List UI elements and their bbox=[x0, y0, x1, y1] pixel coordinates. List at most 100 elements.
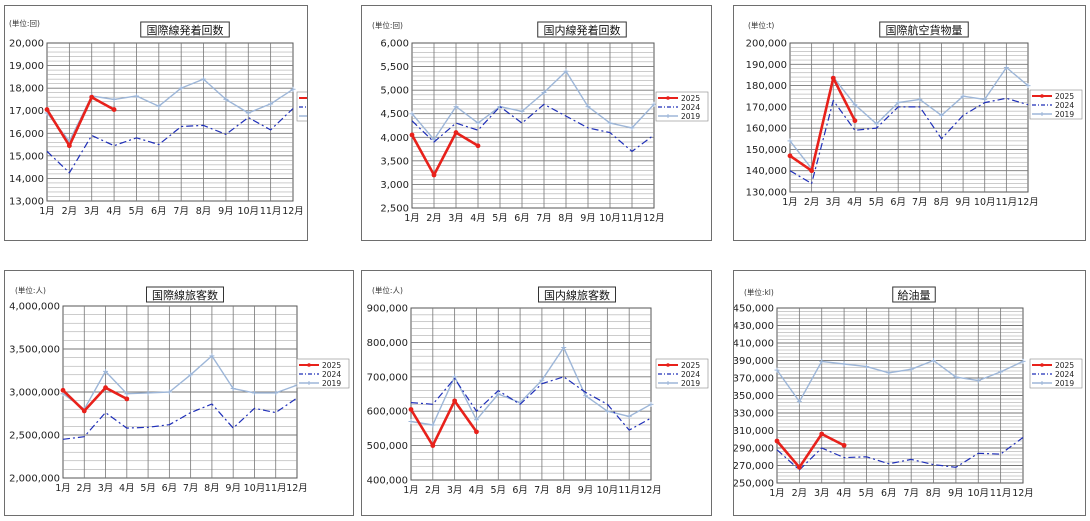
legend-marker-2025 bbox=[307, 363, 311, 367]
series-line-2025 bbox=[62, 386, 128, 413]
data-point-2019 bbox=[1003, 64, 1009, 70]
series-line-2024 bbox=[411, 103, 655, 152]
x-tick-label: 11月 bbox=[996, 197, 1018, 208]
data-point-2019 bbox=[166, 389, 172, 395]
y-tick-label: 430,000 bbox=[734, 321, 774, 332]
x-tick-label: 6月 bbox=[162, 483, 178, 494]
x-tick-label: 4月 bbox=[470, 213, 486, 224]
y-tick-label: 14,000 bbox=[9, 174, 44, 185]
y-tick-label: 2,500,000 bbox=[9, 431, 60, 442]
unit-label: (単位:回) bbox=[372, 20, 403, 30]
y-tick-label: 900,000 bbox=[367, 304, 408, 315]
data-point-2019 bbox=[541, 90, 547, 95]
data-point-2019 bbox=[852, 102, 858, 108]
data-point-2019 bbox=[495, 391, 501, 397]
data-point-2019 bbox=[475, 120, 481, 126]
legend-label-2025: 2025 bbox=[322, 361, 341, 370]
data-point-2025 bbox=[66, 143, 72, 149]
series-line-2024 bbox=[789, 97, 1029, 185]
data-point-2025 bbox=[452, 398, 458, 404]
chart-panel-domestic-passengers: 400,000 500,000 600,000 700,000 800,000 900,0… bbox=[361, 270, 712, 516]
y-tick-label: 180,000 bbox=[746, 81, 787, 92]
x-tick-label: 3月 bbox=[98, 483, 114, 494]
data-point-2019 bbox=[251, 390, 257, 396]
y-tick-label: 3,000,000 bbox=[9, 388, 60, 399]
data-point-2025 bbox=[774, 438, 780, 444]
data-point-2019 bbox=[519, 108, 525, 114]
legend-label-2025: 2025 bbox=[1055, 92, 1074, 101]
x-tick-label: 2月 bbox=[425, 485, 441, 496]
data-point-2019 bbox=[273, 390, 279, 396]
series-line-2019 bbox=[776, 359, 1024, 403]
data-point-2019 bbox=[886, 370, 892, 376]
data-point-2019 bbox=[201, 76, 207, 82]
legend-label-2024: 2024 bbox=[681, 370, 700, 379]
plot-area bbox=[789, 42, 1029, 193]
data-point-2019 bbox=[629, 125, 635, 131]
data-point-2019 bbox=[863, 364, 869, 370]
y-tick-label: 16,000 bbox=[9, 129, 44, 140]
data-point-2019 bbox=[585, 104, 591, 110]
legend-label-2019: 2019 bbox=[322, 379, 341, 388]
x-tick-label: 1月 bbox=[403, 485, 419, 496]
data-point-2019 bbox=[874, 121, 880, 127]
x-tick-label: 5月 bbox=[492, 213, 508, 224]
y-tick-label: 200,000 bbox=[746, 39, 787, 50]
y-tick-label: 13,000 bbox=[9, 197, 44, 208]
data-point-2019 bbox=[497, 104, 503, 110]
x-tick-label: 2月 bbox=[76, 483, 92, 494]
x-tick-label: 8月 bbox=[196, 206, 212, 217]
data-point-2025 bbox=[809, 168, 815, 174]
data-point-2025 bbox=[124, 396, 130, 402]
data-point-2019 bbox=[188, 372, 194, 378]
data-point-2025 bbox=[474, 429, 479, 435]
y-tick-label: 5,000 bbox=[380, 86, 409, 97]
x-tick-label: 7月 bbox=[183, 483, 199, 494]
data-point-2019 bbox=[223, 96, 229, 102]
legend-marker-2019 bbox=[307, 381, 311, 385]
data-point-2019 bbox=[1025, 83, 1031, 89]
data-point-2019 bbox=[651, 101, 657, 107]
y-tick-label: 4,000 bbox=[380, 133, 409, 144]
x-tick-label: 11月 bbox=[990, 488, 1012, 499]
x-tick-label: 7月 bbox=[912, 197, 928, 208]
series-line-2019 bbox=[62, 355, 298, 410]
x-tick-label: 12月 bbox=[643, 213, 665, 224]
data-point-2025 bbox=[453, 130, 459, 135]
data-point-2019 bbox=[998, 369, 1004, 375]
data-point-2019 bbox=[583, 393, 589, 399]
data-point-2019 bbox=[133, 93, 139, 99]
series-line-2024 bbox=[46, 108, 294, 174]
chart-svg: 400,000 500,000 600,000 700,000 800,000 900,0… bbox=[367, 285, 709, 496]
data-point-2025 bbox=[430, 443, 436, 448]
y-tick-label: 350,000 bbox=[734, 391, 774, 402]
data-point-2025 bbox=[60, 387, 66, 393]
y-tick-label: 4,500 bbox=[380, 109, 409, 120]
unit-label: (単位:人) bbox=[15, 285, 46, 295]
x-tick-label: 2月 bbox=[804, 197, 820, 208]
legend-label-2019: 2019 bbox=[681, 112, 700, 121]
data-point-2025 bbox=[409, 132, 415, 138]
y-tick-label: 800,000 bbox=[367, 338, 408, 349]
x-tick-label: 7月 bbox=[173, 206, 189, 217]
x-tick-label: 3月 bbox=[814, 488, 830, 499]
x-tick-label: 10月 bbox=[244, 483, 266, 494]
chart-title: 国内線旅客数 bbox=[544, 288, 610, 302]
y-tick-label: 160,000 bbox=[746, 124, 787, 135]
x-tick-label: 12月 bbox=[1012, 488, 1034, 499]
legend-label-2019: 2019 bbox=[681, 379, 700, 388]
x-tick-label: 5月 bbox=[490, 485, 506, 496]
x-tick-label: 9月 bbox=[225, 483, 241, 494]
data-point-2019 bbox=[103, 368, 109, 374]
chart-svg: 2,500 3,000 3,500 4,000 4,500 5,000 5,500 6,000… bbox=[372, 20, 709, 224]
x-tick-label: 10月 bbox=[599, 213, 621, 224]
chart-title-box bbox=[879, 21, 969, 38]
x-tick-label: 3月 bbox=[448, 213, 464, 224]
unit-label: (単位:kl) bbox=[744, 287, 774, 297]
x-tick-label: 9月 bbox=[218, 206, 234, 217]
x-tick-label: 6月 bbox=[890, 197, 906, 208]
chart-title: 給油量 bbox=[898, 288, 931, 302]
chart-title: 国際線発着回数 bbox=[147, 23, 224, 37]
